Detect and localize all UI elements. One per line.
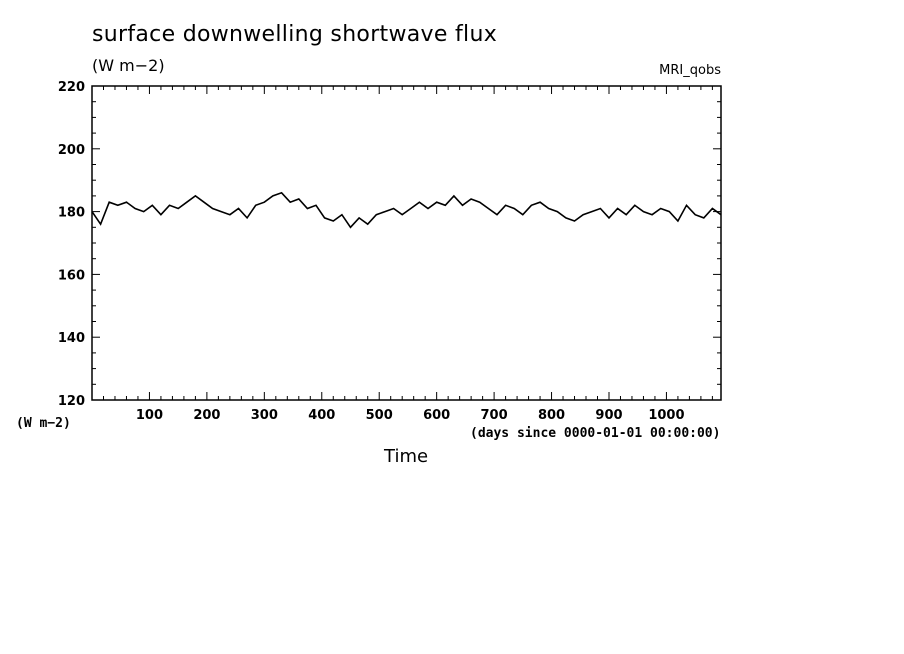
axis-ticks: [92, 85, 721, 401]
y-tick-label: 200: [58, 143, 85, 158]
x-axis-title: Time: [384, 446, 429, 467]
x-axis-unit-label: (days since 0000-01-01 00:00:00): [470, 426, 721, 441]
x-tick-label: 300: [251, 408, 278, 423]
series-line: [91, 191, 722, 229]
chart-title: surface downwelling shortwave flux: [92, 22, 498, 47]
x-tick-label: 900: [595, 408, 622, 423]
source-label: MRI_qobs: [659, 63, 721, 78]
y-tick-label: 120: [58, 394, 85, 409]
x-tick-label: 1000: [648, 408, 684, 423]
x-tick-label: 800: [538, 408, 565, 423]
y-tick-label: 140: [58, 331, 85, 346]
x-tick-label: 200: [193, 408, 220, 423]
y-tick-label: 220: [58, 80, 85, 95]
chart-units: (W m−2): [92, 56, 165, 75]
y-axis-unit-label: (W m−2): [16, 416, 71, 431]
x-tick-label: 100: [136, 408, 163, 423]
x-tick-label: 600: [423, 408, 450, 423]
x-tick-label: 700: [481, 408, 508, 423]
x-tick-label: 500: [366, 408, 393, 423]
plot-frame: [91, 85, 722, 401]
y-tick-label: 180: [58, 206, 85, 221]
y-tick-label: 160: [58, 268, 85, 283]
x-tick-label: 400: [308, 408, 335, 423]
axis-tick-labels: 120 140 160 180 200 220 100 200 300 400 500 600 700 8…: [58, 80, 685, 423]
